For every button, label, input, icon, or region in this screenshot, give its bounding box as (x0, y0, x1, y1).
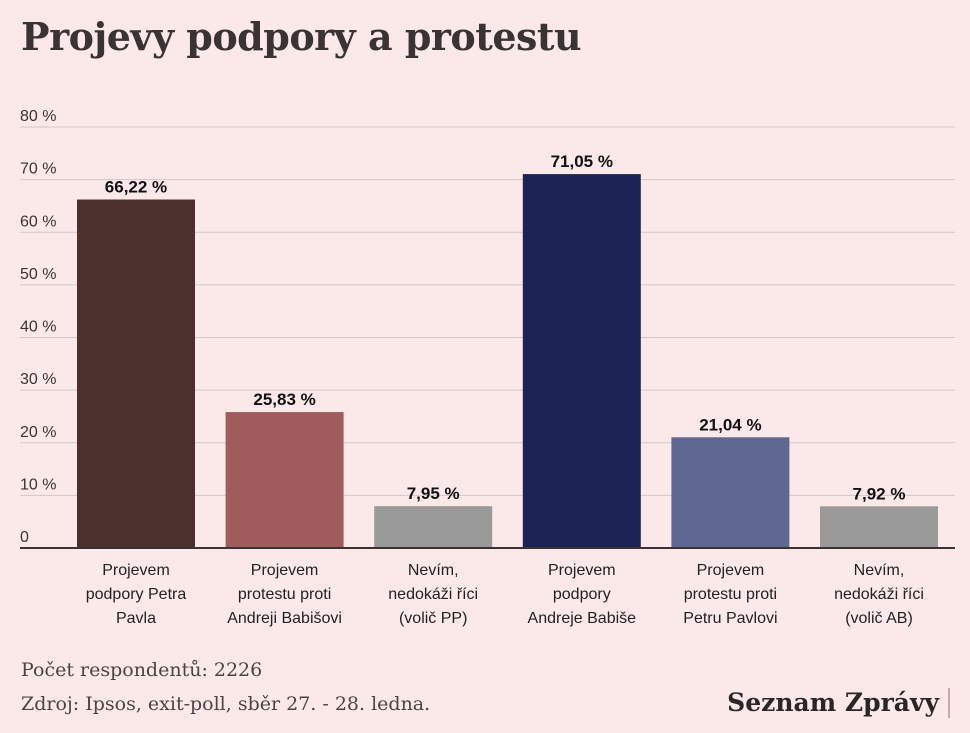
bar (522, 174, 641, 549)
y-tick-label: 40 % (20, 319, 56, 336)
category-label: nedokáži říci (388, 586, 478, 603)
bar (77, 199, 195, 548)
category-label: Projevem (697, 562, 765, 579)
y-tick-label: 50 % (20, 266, 56, 283)
category-label: Andreji Babišovi (227, 610, 342, 627)
y-tick-label: 10 % (20, 476, 56, 493)
bar (225, 412, 344, 548)
value-label: 7,95 % (407, 484, 460, 503)
category-label: Projevem (251, 562, 319, 579)
respondents-count: Počet respondentů: 2226 (21, 659, 263, 681)
value-label: 66,22 % (105, 178, 167, 197)
category-label: podpory Petra (86, 586, 187, 603)
y-tick-label: 20 % (20, 424, 56, 441)
bar (374, 506, 493, 548)
category-label: podpory (553, 586, 611, 603)
category-label: Petru Pavlovi (683, 610, 777, 627)
category-label: protestu proti (238, 586, 331, 603)
bar (820, 506, 938, 548)
value-label: 21,04 % (699, 415, 761, 434)
chart-title: Projevy podpory a protestu (21, 14, 582, 59)
category-label: Andreje Babiše (528, 610, 637, 627)
y-tick-label: 30 % (20, 371, 56, 388)
category-label: protestu proti (684, 586, 777, 603)
category-label: Pavla (116, 610, 156, 627)
category-label: (volič AB) (845, 610, 913, 627)
y-tick-label: 0 (20, 529, 29, 546)
bar-chart: 0 10 % 20 % 30 % 40 % 50 % 60 % 70 % 80 % 66,22 … (20, 108, 955, 627)
y-tick-label: 70 % (20, 161, 56, 178)
y-axis-ticks: 0 10 % 20 % 30 % 40 % 50 % 60 % 70 % 80 % (20, 108, 56, 546)
source-note: Zdroj: Ipsos, exit-poll, sběr 27. - 28. … (21, 693, 431, 715)
category-label: (volič PP) (399, 610, 467, 627)
category-label: Nevím, (854, 562, 905, 579)
y-tick-label: 60 % (20, 213, 56, 230)
bar (671, 437, 790, 548)
value-label: 7,92 % (853, 484, 906, 503)
category-label: Projevem (548, 562, 616, 579)
y-tick-label: 80 % (20, 108, 56, 125)
value-label: 71,05 % (551, 152, 613, 171)
category-label: Projevem (102, 562, 170, 579)
category-label: nedokáži říci (834, 586, 924, 603)
x-axis-category-labels: Projevem podpory Petra Pavla Projevem protes… (86, 562, 924, 627)
value-labels: 66,22 % 25,83 % 7,95 % 71,05 % 21,04 % 7,92 % (105, 152, 906, 503)
category-label: Nevím, (408, 562, 459, 579)
value-label: 25,83 % (253, 390, 315, 409)
bars (77, 174, 938, 549)
brand-logo[interactable]: Seznam Zprávy (727, 688, 950, 718)
